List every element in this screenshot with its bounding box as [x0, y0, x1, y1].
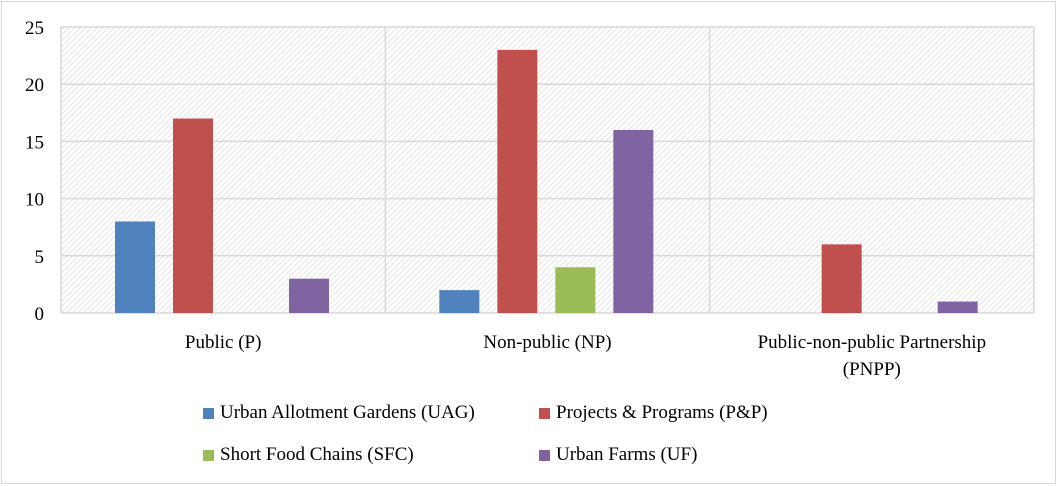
plot-background — [61, 27, 1034, 313]
y-tick-label: 15 — [25, 132, 44, 153]
legend-item-uag: Urban Allotment Gardens (UAG) — [203, 402, 475, 424]
bar — [821, 244, 862, 313]
legend-item-sfc: Short Food Chains (SFC) — [203, 444, 414, 466]
bar — [613, 129, 654, 313]
y-tick-label: 0 — [35, 304, 45, 325]
y-tick-label: 20 — [25, 75, 44, 96]
bar — [497, 49, 538, 313]
x-tick-label: Public (P) — [185, 332, 262, 353]
legend-swatch — [539, 449, 550, 461]
bar — [439, 290, 480, 313]
bar — [173, 118, 213, 314]
y-tick-label: 5 — [35, 247, 45, 268]
y-tick-label: 10 — [25, 190, 44, 211]
legend-label: Projects & Programs (P&P) — [556, 402, 768, 423]
legend-label: Short Food Chains (SFC) — [220, 444, 414, 465]
legend-swatch — [539, 407, 550, 419]
bar — [555, 267, 596, 313]
x-tick-label: Public-non-public Partnership — [758, 332, 987, 353]
x-tick-label: Non-public (NP) — [483, 332, 611, 353]
legend-swatch — [203, 449, 214, 461]
x-tick-label: (PNPP) — [843, 359, 901, 380]
bar — [289, 278, 329, 313]
legend-label: Urban Farms (UF) — [556, 444, 698, 465]
legend-item-pp: Projects & Programs (P&P) — [539, 402, 768, 424]
legend-swatch — [203, 407, 214, 419]
bar — [937, 301, 978, 313]
legend-item-uf: Urban Farms (UF) — [539, 444, 697, 466]
legend-label: Urban Allotment Gardens (UAG) — [220, 402, 475, 423]
bar — [115, 221, 155, 313]
y-tick-label: 25 — [25, 18, 44, 39]
